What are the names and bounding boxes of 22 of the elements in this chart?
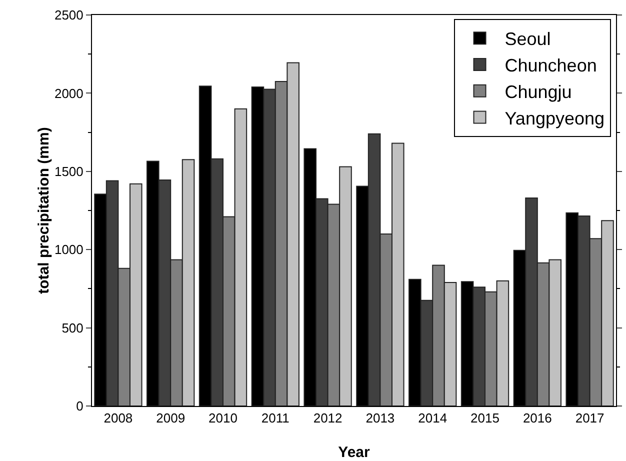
y-tick-label: 0 bbox=[76, 398, 84, 414]
x-axis-title: Year bbox=[338, 444, 370, 461]
y-tick-label: 2500 bbox=[54, 8, 84, 23]
y-tick-label: 500 bbox=[62, 320, 84, 336]
x-tick-label: 2014 bbox=[418, 410, 448, 426]
x-tick-label: 2015 bbox=[470, 410, 500, 426]
legend-label: Seoul bbox=[504, 29, 551, 50]
legend-label: Chungju bbox=[504, 82, 572, 102]
x-tick-label: 2011 bbox=[261, 410, 290, 426]
legend-label: Chuncheon bbox=[504, 56, 597, 76]
y-tick-label: 1500 bbox=[54, 164, 84, 179]
x-tick-label: 2013 bbox=[366, 410, 395, 426]
x-tick-label: 2010 bbox=[208, 410, 238, 426]
legend-label: Yangpyeong bbox=[504, 108, 605, 128]
x-tick-label: 2017 bbox=[575, 410, 604, 426]
y-tick-label: 2000 bbox=[54, 86, 84, 101]
x-tick-label: 2008 bbox=[104, 410, 133, 426]
x-tick-label: 2012 bbox=[313, 410, 342, 426]
x-tick-label: 2016 bbox=[522, 410, 552, 426]
y-axis-title: total precipitation (mm) bbox=[35, 127, 52, 294]
y-tick-label: 1000 bbox=[54, 242, 84, 258]
x-tick-label: 2009 bbox=[156, 410, 186, 426]
